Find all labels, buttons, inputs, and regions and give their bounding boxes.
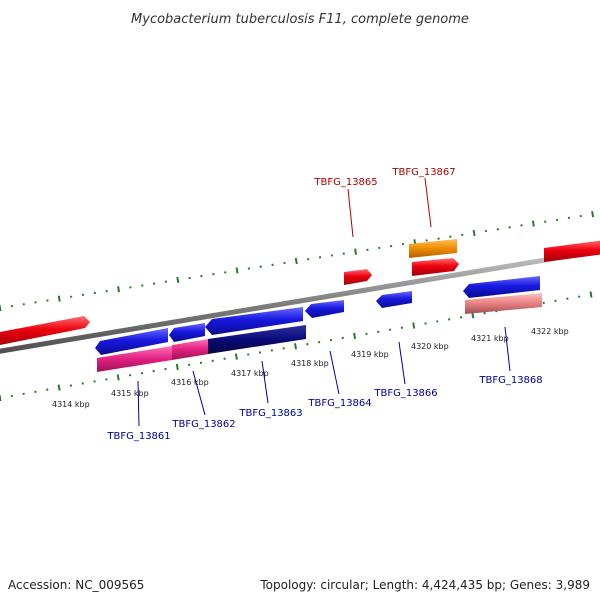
tick-label-4315: 4315 kbp (111, 389, 149, 398)
gene-label-TBFG_13863[interactable]: TBFG_13863 (238, 408, 302, 419)
outer-tick-mark (472, 229, 476, 237)
forward-strand-features (0, 239, 600, 346)
kbp-tick-labels: 4314 kbp 4315 kbp 4316 kbp 4317 kbp 4318… (52, 327, 569, 409)
inner-tick-mark (175, 363, 179, 371)
tick-label-4316: 4316 kbp (171, 378, 209, 387)
tick-label-4318: 4318 kbp (291, 359, 329, 368)
reverse-pink-block[interactable] (172, 339, 209, 360)
inner-tick-ring (0, 291, 593, 402)
reverse-gene-arrow[interactable] (205, 307, 303, 335)
inner-tick-mark (589, 291, 593, 298)
inner-tick-mark (116, 374, 120, 381)
label-leader-lines (137, 177, 511, 427)
forward-gene-arrow[interactable] (344, 269, 372, 285)
tick-label-4319: 4319 kbp (351, 350, 389, 359)
tick-label-4320: 4320 kbp (411, 342, 449, 351)
leader-line (192, 370, 206, 416)
tick-label-4322: 4322 kbp (531, 327, 569, 336)
gene-label-TBFG_13868[interactable]: TBFG_13868 (478, 375, 542, 386)
gene-label-TBFG_13861[interactable]: TBFG_13861 (106, 431, 170, 442)
outer-tick-mark (235, 267, 239, 274)
inner-tick-mark (234, 353, 238, 360)
tick-label-4321: 4321 kbp (471, 334, 509, 343)
outer-tick-mark (117, 286, 120, 293)
forward-gene-arrow[interactable] (544, 240, 600, 262)
outer-tick-mark (57, 295, 61, 302)
map-title: Mycobacterium tuberculosis F11, complete… (131, 12, 469, 27)
leader-line (137, 380, 140, 427)
leader-line (504, 326, 511, 372)
forward-gene-arrow[interactable] (0, 316, 90, 346)
inner-tick-mark (353, 332, 357, 340)
leader-line (398, 341, 406, 385)
outer-tick-mark (591, 211, 595, 218)
reverse-gene-arrow[interactable] (463, 276, 540, 298)
forward-rna-block[interactable] (409, 239, 457, 258)
topology-text: Topology: circular; Length: 4,424,435 bp… (260, 578, 590, 592)
genome-backbone (0, 248, 600, 354)
outer-tick-ring (0, 211, 595, 312)
gene-label-TBFG_13864[interactable]: TBFG_13864 (307, 398, 371, 409)
reverse-strand-features (95, 276, 542, 372)
inner-tick-mark (57, 384, 61, 391)
forward-gene-arrow[interactable] (412, 258, 459, 276)
accession-text: Accession: NC_009565 (8, 578, 145, 592)
gene-label-TBFG_13866[interactable]: TBFG_13866 (373, 388, 437, 399)
gene-label-TBFG_13862[interactable]: TBFG_13862 (171, 419, 235, 430)
reverse-pink-block[interactable] (97, 346, 172, 372)
leader-line (424, 177, 432, 228)
outer-tick-mark (531, 220, 535, 227)
reverse-gene-arrow[interactable] (305, 300, 344, 318)
reverse-dark-block[interactable] (208, 325, 306, 354)
tick-label-4317: 4317 kbp (231, 369, 269, 378)
inner-tick-mark (0, 394, 2, 402)
gene-labels: TBFG_13865 TBFG_13867 TBFG_13861 TBFG_13… (106, 167, 542, 442)
gene-label-TBFG_13867[interactable]: TBFG_13867 (391, 167, 455, 178)
leader-line (347, 188, 354, 238)
outer-tick-mark (294, 257, 298, 265)
leader-line (261, 360, 269, 404)
reverse-salmon-block[interactable] (465, 293, 542, 314)
leader-line (329, 350, 340, 395)
reverse-gene-arrow[interactable] (95, 328, 168, 355)
gene-label-TBFG_13865[interactable]: TBFG_13865 (313, 177, 377, 188)
reverse-gene-arrow[interactable] (169, 323, 205, 342)
tick-label-4314: 4314 kbp (52, 400, 90, 409)
inner-tick-mark (412, 322, 416, 329)
inner-tick-mark (294, 343, 297, 350)
outer-tick-mark (0, 304, 2, 312)
outer-tick-mark (354, 248, 357, 255)
outer-tick-mark (176, 276, 180, 283)
reverse-gene-arrow[interactable] (376, 291, 412, 308)
